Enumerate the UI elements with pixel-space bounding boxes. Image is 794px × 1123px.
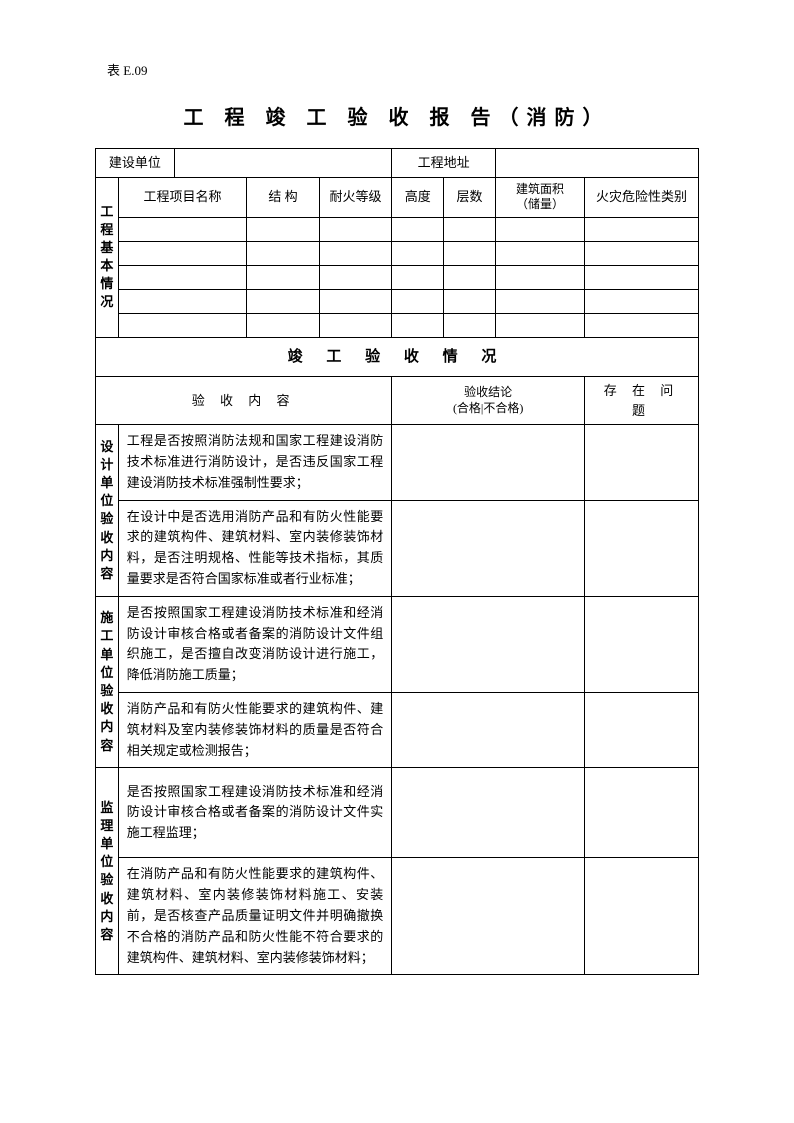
cell-empty [392, 313, 444, 337]
cell-empty [444, 217, 496, 241]
cell-empty [495, 313, 584, 337]
design-conclusion-1 [392, 425, 585, 500]
value-construction-unit [174, 149, 392, 178]
cell-empty [118, 241, 246, 265]
supervision-item-1: 是否按照国家工程建设消防技术标准和经消防设计审核合格或者备案的消防设计文件实施工… [118, 768, 392, 858]
design-problem-1 [585, 425, 699, 500]
side-label-construction: 施工单位验收内容 [96, 596, 119, 768]
header-structure: 结 构 [247, 177, 320, 217]
value-project-address [495, 149, 698, 178]
cell-empty [118, 217, 246, 241]
main-table: 建设单位 工程地址 工程基本情况 工程项目名称 结 构 耐火等级 高度 层数 建… [95, 148, 699, 975]
cell-empty [118, 313, 246, 337]
cell-empty [392, 217, 444, 241]
cell-empty [495, 217, 584, 241]
construction-conclusion-1 [392, 596, 585, 692]
cell-empty [585, 265, 699, 289]
label-construction-unit: 建设单位 [96, 149, 175, 178]
header-area-line1: 建筑面积 [516, 182, 564, 196]
design-problem-2 [585, 500, 699, 596]
design-item-1: 工程是否按照消防法规和国家工程建设消防技术标准进行消防设计，是否违反国家工程建设… [118, 425, 392, 500]
header-area: 建筑面积 （储量） [495, 177, 584, 217]
construction-item-2: 消防产品和有防火性能要求的建筑构件、建筑材料及室内装修装饰材料的质量是否符合相关… [118, 692, 392, 767]
supervision-problem-1 [585, 768, 699, 858]
supervision-conclusion-1 [392, 768, 585, 858]
supervision-item-2: 在消防产品和有防火性能要求的建筑构件、建筑材料、室内装修装饰材料施工、安装前，是… [118, 858, 392, 975]
cell-empty [247, 265, 320, 289]
cell-empty [247, 289, 320, 313]
subheader-content: 验 收 内 容 [96, 377, 392, 425]
subheader-problems: 存 在 问 题 [585, 377, 699, 425]
document-title: 工 程 竣 工 验 收 报 告（消防） [95, 101, 699, 130]
supervision-problem-2 [585, 858, 699, 975]
cell-empty [444, 265, 496, 289]
construction-item-1: 是否按照国家工程建设消防技术标准和经消防设计审核合格或者备案的消防设计文件组织施… [118, 596, 392, 692]
cell-empty [495, 265, 584, 289]
cell-empty [118, 289, 246, 313]
cell-empty [247, 217, 320, 241]
supervision-conclusion-2 [392, 858, 585, 975]
cell-empty [444, 313, 496, 337]
header-fire-grade: 耐火等级 [319, 177, 392, 217]
construction-problem-1 [585, 596, 699, 692]
design-conclusion-2 [392, 500, 585, 596]
table-number: 表 E.09 [107, 60, 699, 79]
subheader-conclusion-line2: (合格|不合格) [453, 401, 523, 415]
cell-empty [495, 289, 584, 313]
design-item-2: 在设计中是否选用消防产品和有防火性能要求的建筑构件、建筑材料、室内装修装饰材料，… [118, 500, 392, 596]
side-label-design: 设计单位验收内容 [96, 425, 119, 597]
cell-empty [585, 241, 699, 265]
subheader-conclusion: 验收结论 (合格|不合格) [392, 377, 585, 425]
cell-empty [585, 313, 699, 337]
section-header-acceptance: 竣 工 验 收 情 况 [96, 337, 699, 377]
cell-empty [319, 265, 392, 289]
construction-conclusion-2 [392, 692, 585, 767]
cell-empty [319, 241, 392, 265]
cell-empty [585, 289, 699, 313]
label-project-address: 工程地址 [392, 149, 496, 178]
cell-empty [585, 217, 699, 241]
header-height: 高度 [392, 177, 444, 217]
cell-empty [495, 241, 584, 265]
side-label-basic-info: 工程基本情况 [96, 177, 119, 337]
cell-empty [319, 313, 392, 337]
header-fire-hazard: 火灾危险性类别 [585, 177, 699, 217]
header-project-name: 工程项目名称 [118, 177, 246, 217]
cell-empty [319, 217, 392, 241]
cell-empty [247, 241, 320, 265]
cell-empty [392, 241, 444, 265]
cell-empty [444, 241, 496, 265]
cell-empty [319, 289, 392, 313]
header-area-line2: （储量） [516, 197, 564, 211]
header-floors: 层数 [444, 177, 496, 217]
cell-empty [444, 289, 496, 313]
subheader-conclusion-line1: 验收结论 [464, 385, 512, 399]
construction-problem-2 [585, 692, 699, 767]
cell-empty [392, 265, 444, 289]
side-label-supervision: 监理单位验收内容 [96, 768, 119, 975]
cell-empty [247, 313, 320, 337]
cell-empty [392, 289, 444, 313]
cell-empty [118, 265, 246, 289]
